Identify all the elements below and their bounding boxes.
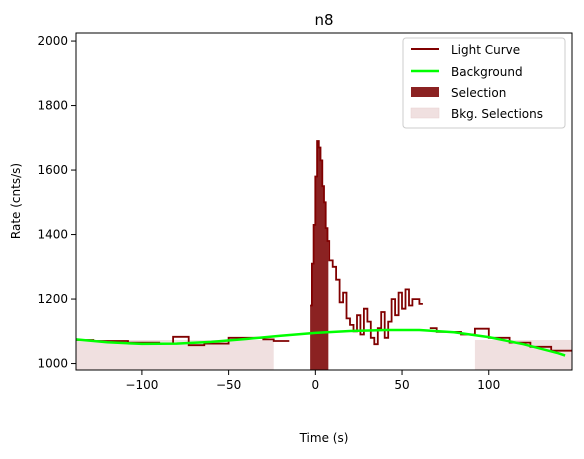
legend-label-background: Background xyxy=(451,65,523,79)
legend-swatch-selection xyxy=(411,87,439,97)
x-tick-label: 50 xyxy=(394,378,409,392)
y-tick-label: 1800 xyxy=(37,99,68,113)
x-tick-label: 100 xyxy=(477,378,500,392)
y-axis-label: Rate (cnts/s) xyxy=(9,163,23,239)
x-tick-label: −50 xyxy=(216,378,241,392)
y-tick-label: 1600 xyxy=(37,163,68,177)
y-tick-label: 1400 xyxy=(37,228,68,242)
x-tick-label: 0 xyxy=(312,378,320,392)
legend: Light Curve Background Selection Bkg. Se… xyxy=(402,37,566,129)
legend-swatch-bkg-selections xyxy=(410,107,440,119)
plot-frame xyxy=(75,32,573,371)
x-axis-label: Time (s) xyxy=(299,431,349,445)
background-curve xyxy=(75,328,566,357)
y-tick-label: 1000 xyxy=(37,357,68,371)
legend-label-bkg-selections: Bkg. Selections xyxy=(451,107,543,121)
bkg-selection-region xyxy=(76,340,274,370)
y-tick-label: 1200 xyxy=(37,292,68,306)
y-tick-label: 2000 xyxy=(37,34,68,48)
x-tick-label: −100 xyxy=(125,378,158,392)
legend-box xyxy=(402,37,566,129)
legend-label-selection: Selection xyxy=(451,86,506,100)
chart-title: n8 xyxy=(314,11,333,29)
legend-label-light-curve: Light Curve xyxy=(451,43,520,57)
light-curve-line xyxy=(76,335,290,347)
